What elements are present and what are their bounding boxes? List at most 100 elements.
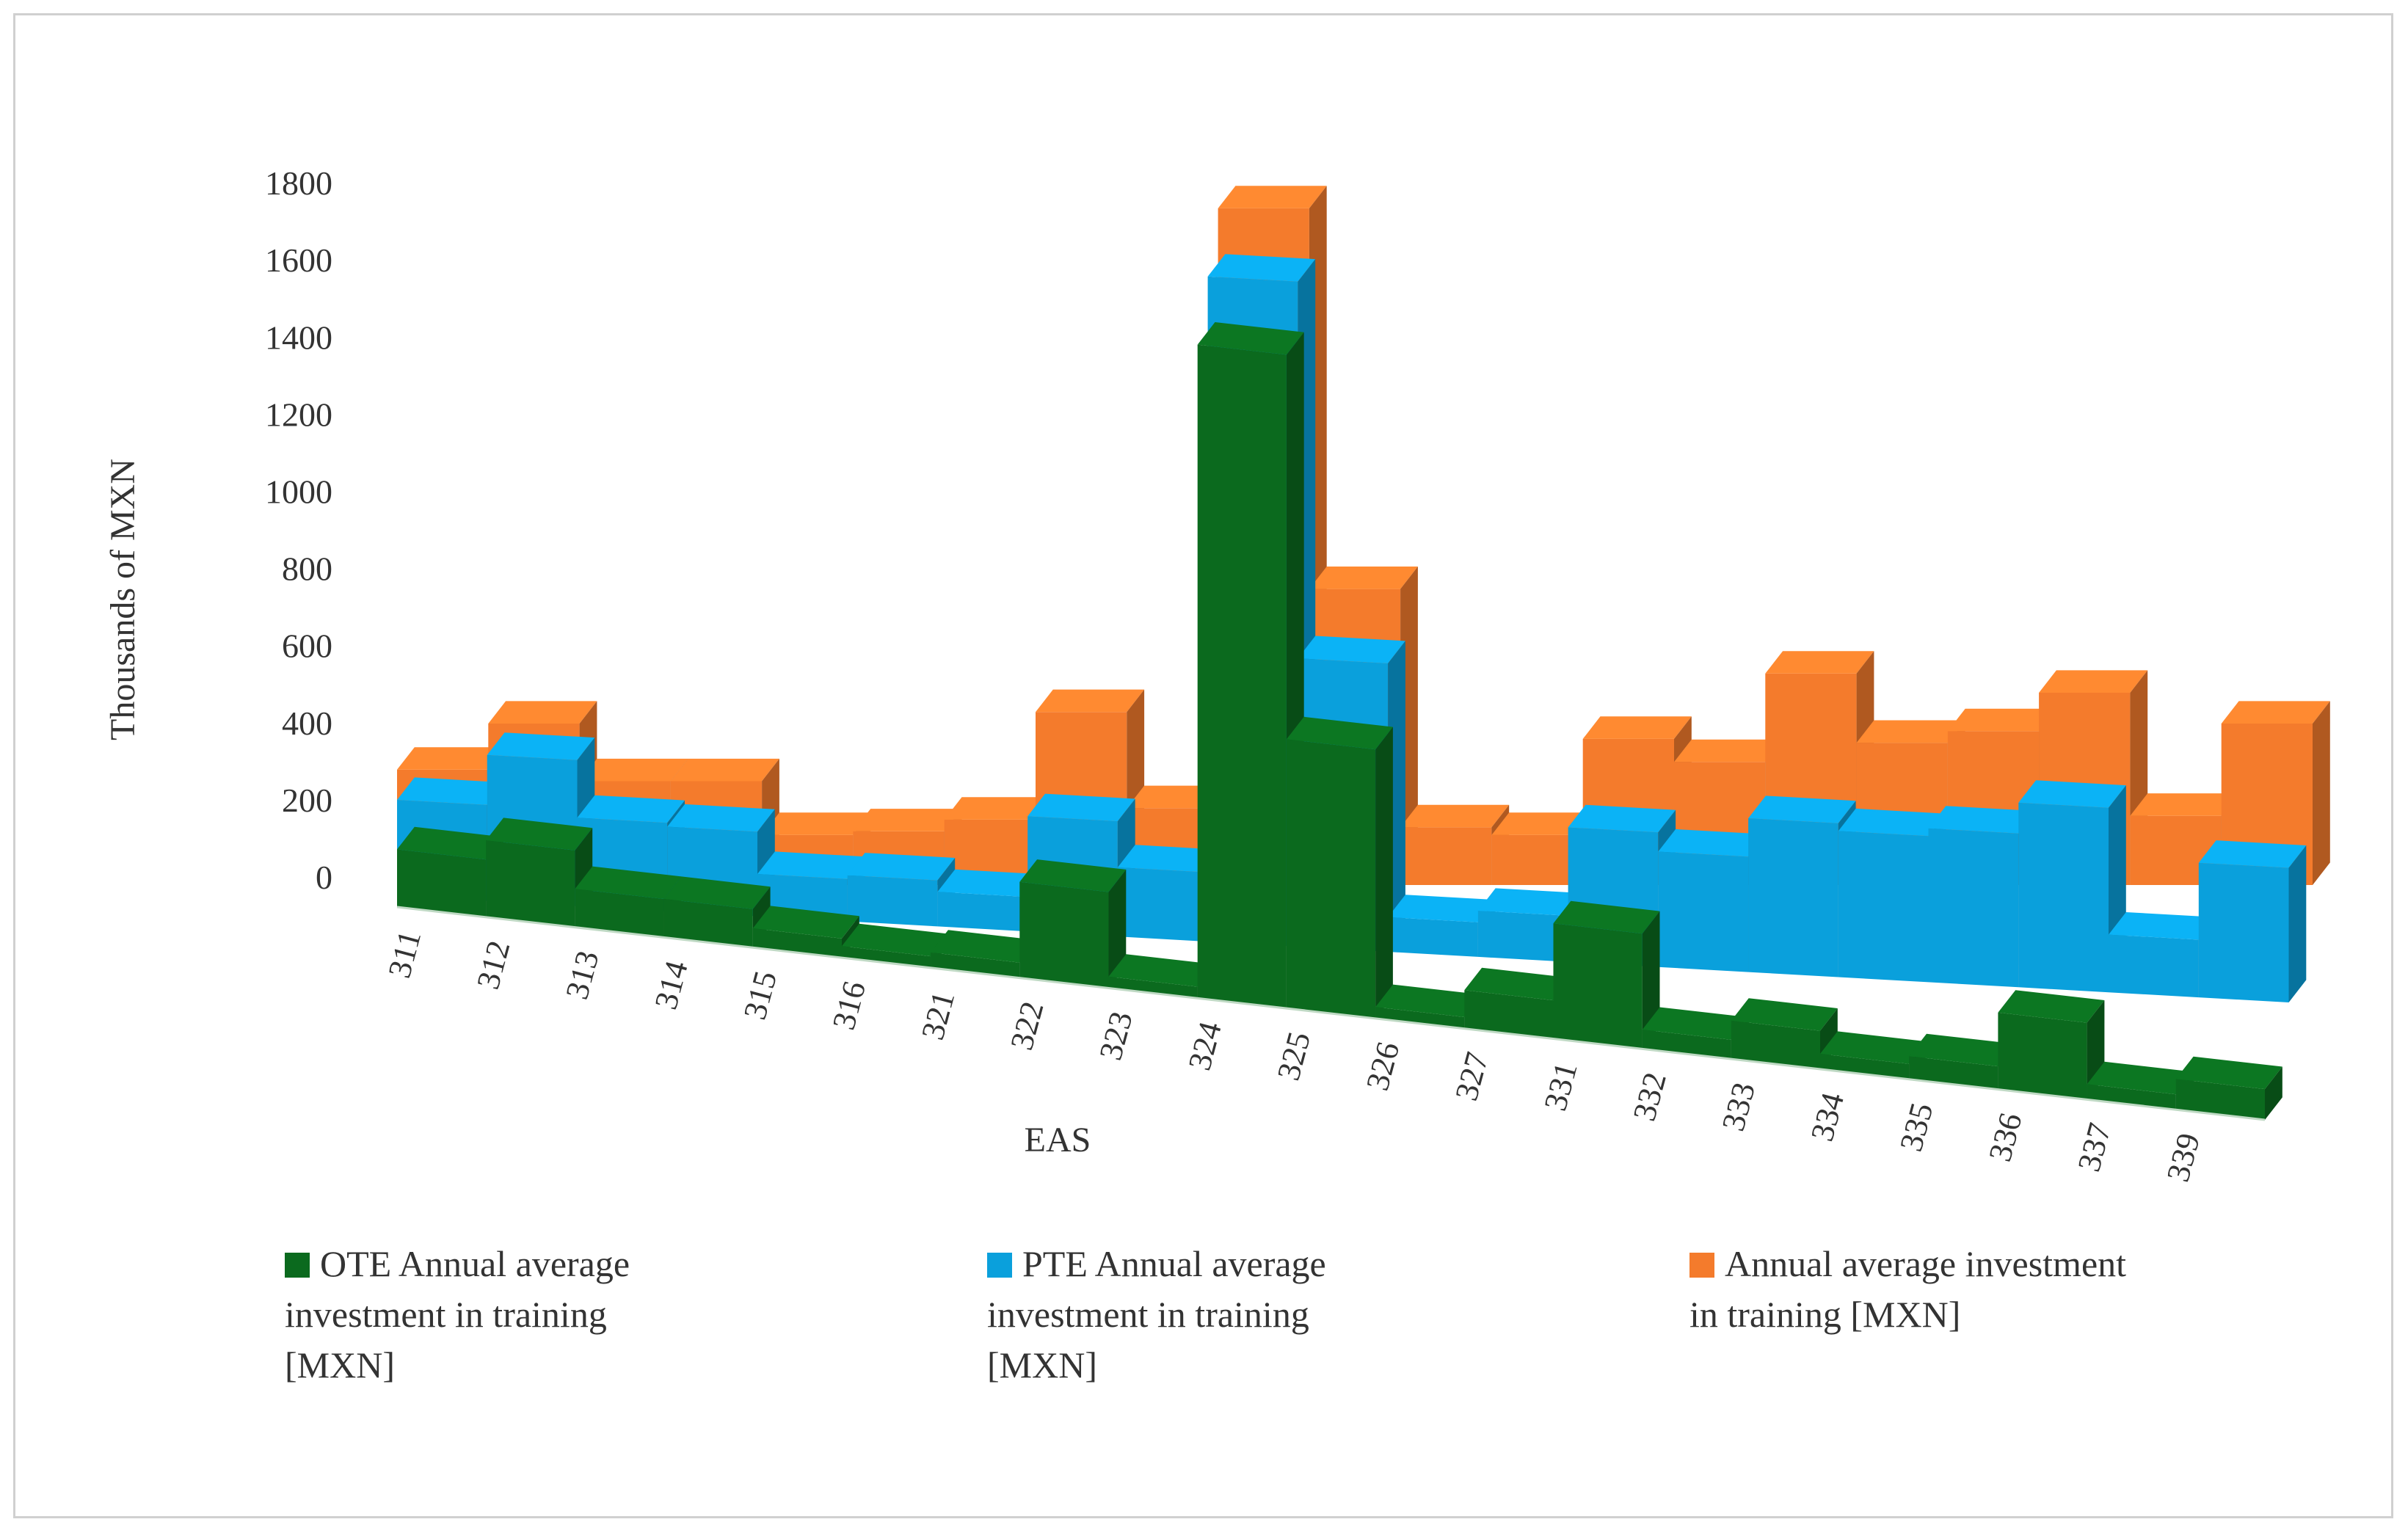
bar-face: [663, 899, 753, 948]
bar-top: [1642, 1007, 1749, 1040]
bar-ote-314: [663, 876, 771, 948]
x-tick-label: 324: [1182, 1018, 1229, 1074]
x-tick-label: 332: [1626, 1068, 1673, 1124]
bar-top: [397, 826, 503, 860]
bar-top: [2087, 1061, 2194, 1095]
bar-face: [842, 946, 931, 968]
x-tick-label: 331: [1537, 1058, 1584, 1114]
bar-top: [1464, 967, 1571, 1001]
bar-face: [1388, 917, 1478, 957]
x-tick-label: 335: [1893, 1099, 1940, 1155]
bar-top: [762, 812, 871, 835]
y-tick-label: 1200: [265, 396, 332, 433]
bar-top: [1947, 708, 2056, 732]
x-tick-label: 312: [470, 937, 517, 993]
bar-ote-325: [1286, 716, 1393, 1019]
y-tick-label: 200: [282, 782, 332, 819]
bar-top: [2018, 780, 2126, 808]
x-tick-label: 334: [1804, 1089, 1851, 1145]
bar-face: [397, 849, 487, 917]
bar-side: [2265, 1066, 2282, 1120]
bar-top: [1731, 998, 1838, 1031]
bar-face: [1464, 990, 1554, 1039]
bar-top: [937, 869, 1045, 897]
bar-face: [2087, 1084, 2176, 1110]
y-tick-label: 1400: [265, 318, 332, 356]
bar-top: [1674, 739, 1783, 762]
bars-layer: [396, 186, 2330, 1121]
bar-top: [670, 758, 779, 782]
bar-face: [1998, 1012, 2087, 1100]
bar-top: [1309, 567, 1418, 589]
bar-top: [1019, 859, 1127, 892]
bar-top: [1856, 720, 1965, 743]
bar-top: [1820, 1031, 1927, 1064]
bar-face: [1197, 344, 1287, 1009]
bar-face: [1642, 1030, 1731, 1060]
bar-top: [757, 851, 865, 879]
x-tick-label: 326: [1359, 1038, 1406, 1094]
bar-face: [1375, 1007, 1465, 1029]
bar-face: [931, 952, 1020, 978]
bar-top: [1748, 795, 1856, 823]
bar-face: [486, 840, 575, 928]
bar-top: [752, 906, 859, 939]
bar-top: [1998, 990, 2105, 1023]
bar-top: [486, 818, 593, 851]
bar-side: [2313, 701, 2330, 885]
bar-face: [2198, 862, 2289, 1002]
bar-top: [842, 923, 948, 957]
bar-face: [937, 892, 1028, 932]
bar-side: [1108, 869, 1127, 988]
bar-top: [1582, 716, 1692, 739]
bar-top: [1553, 900, 1660, 934]
bar-face: [2018, 802, 2109, 993]
x-tick-label: 314: [647, 957, 694, 1013]
x-tick-label: 339: [2160, 1129, 2207, 1185]
bar-face: [1553, 923, 1643, 1049]
x-tick-label: 313: [559, 947, 605, 1002]
bar-face: [1731, 1020, 1820, 1069]
bar-pte-339: [2198, 840, 2307, 1002]
bar-face: [2130, 815, 2222, 885]
bar-top: [2221, 701, 2330, 724]
bar-top: [1909, 1033, 2016, 1067]
bar-top: [1218, 186, 1327, 208]
bar-top: [1286, 716, 1393, 750]
bar-top: [1388, 895, 1496, 922]
bar-ote-339: [2175, 1056, 2282, 1120]
bar-top: [487, 732, 595, 760]
bar-top: [1568, 804, 1676, 833]
y-tick-label: 0: [316, 859, 332, 896]
chart-frame: 0 200 400 600 800 1000 1200 1400 1600 1800 311 312…: [13, 13, 2393, 1518]
x-tick-label: 327: [1448, 1049, 1495, 1104]
bar-face: [2175, 1079, 2265, 1120]
x-tick-label: 316: [826, 977, 873, 1033]
chart-svg: 0 200 400 600 800 1000 1200 1400 1600 1800 311 312…: [103, 164, 2330, 1185]
bar-face: [1286, 739, 1376, 1019]
y-tick-label: 1800: [265, 164, 332, 202]
bar-face: [1108, 976, 1198, 999]
bar-top: [1658, 829, 1766, 857]
bar-ote-322: [1019, 859, 1127, 988]
bar-top: [397, 777, 505, 805]
bar-face: [1400, 827, 1492, 885]
floor-edge: [396, 906, 2266, 1121]
bar-face: [2109, 934, 2199, 998]
bar-face: [752, 928, 842, 958]
bar-ote-331: [1553, 900, 1660, 1049]
y-tick-label: 400: [282, 704, 332, 742]
bar-top: [663, 876, 771, 909]
bar-top: [1036, 689, 1145, 713]
bar-side: [1375, 727, 1393, 1019]
bar-top: [1477, 888, 1586, 916]
bar-top: [1197, 322, 1304, 355]
bar-ote-333: [1731, 998, 1838, 1069]
bar-face: [1658, 851, 1749, 972]
y-tick-label: 800: [282, 550, 332, 588]
bar-top: [397, 747, 506, 770]
bar-face: [1928, 828, 2019, 988]
x-tick-label: 323: [1092, 1008, 1139, 1063]
bar-top: [575, 866, 682, 899]
bar-top: [931, 930, 1038, 963]
